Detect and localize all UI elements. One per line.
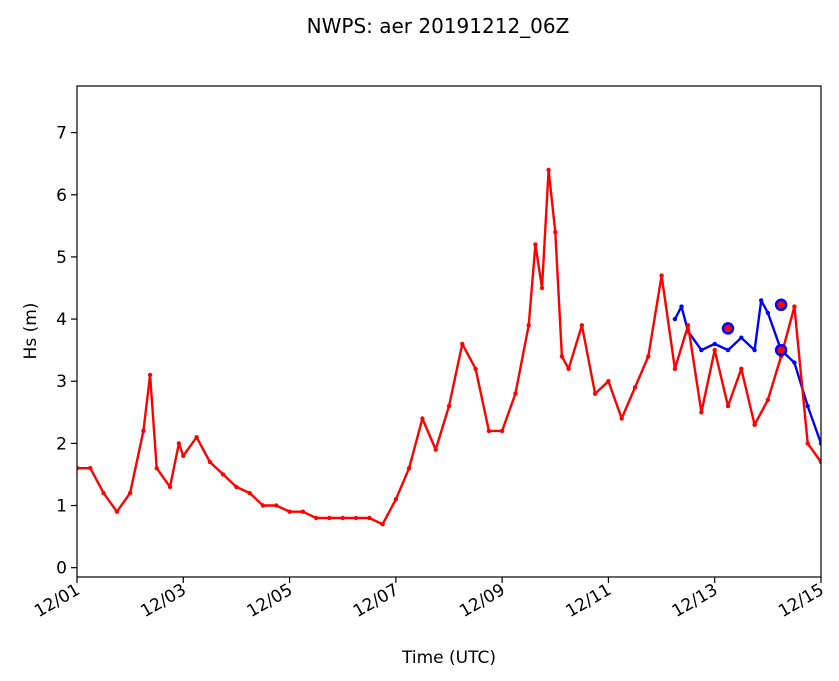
data-point xyxy=(685,323,691,328)
data-point xyxy=(546,167,551,173)
y-tick-label: 4 xyxy=(56,310,67,330)
x-tick-label: 12/01 xyxy=(31,580,83,622)
data-point xyxy=(805,403,810,409)
data-point xyxy=(592,391,598,396)
data-point xyxy=(114,509,120,514)
data-point xyxy=(393,497,399,502)
data-point xyxy=(765,310,771,316)
data-point xyxy=(765,397,771,403)
data-point xyxy=(672,366,678,371)
x-tick-label: 12/09 xyxy=(456,580,508,622)
data-point xyxy=(579,323,585,328)
data-point xyxy=(712,341,717,347)
data-point xyxy=(526,323,531,328)
data-point xyxy=(460,341,465,347)
data-point xyxy=(499,428,505,434)
data-point xyxy=(566,366,571,371)
x-tick-label: 12/07 xyxy=(350,580,402,622)
data-point xyxy=(759,298,764,303)
y-tick-label: 7 xyxy=(56,124,67,144)
chart-title: NWPS: aer 20191212_06Z xyxy=(307,14,570,38)
data-point xyxy=(207,459,213,465)
data-point xyxy=(300,509,306,514)
data-point xyxy=(539,285,545,291)
data-point xyxy=(712,347,717,353)
x-tick-label: 12/11 xyxy=(562,580,614,622)
data-point xyxy=(619,416,624,421)
data-point xyxy=(632,385,638,390)
data-point xyxy=(88,466,93,471)
data-point xyxy=(559,354,565,359)
data-point xyxy=(327,515,332,521)
data-point xyxy=(380,522,385,527)
data-point xyxy=(752,422,757,427)
data-point xyxy=(739,366,744,371)
data-point xyxy=(553,229,558,235)
data-point xyxy=(725,347,731,353)
x-axis: 12/01 12/03 12/05 12/07 12/09 12/11 12/13 12/15 xyxy=(31,577,828,622)
data-point xyxy=(699,410,704,415)
data-point xyxy=(792,360,797,365)
data-point xyxy=(420,416,425,421)
y-axis: 0 1 2 3 4 5 6 7 xyxy=(56,124,77,579)
x-tick-label: 12/03 xyxy=(137,580,189,622)
data-point xyxy=(446,403,452,409)
data-point xyxy=(101,490,106,496)
data-point xyxy=(234,484,239,490)
data-point xyxy=(679,304,684,309)
data-point xyxy=(313,515,319,521)
y-axis-label: Hs (m) xyxy=(21,303,41,360)
data-point xyxy=(340,515,345,521)
data-point xyxy=(194,435,199,440)
x-tick-label: 12/13 xyxy=(669,580,721,622)
data-point xyxy=(287,509,292,514)
data-point xyxy=(353,515,359,521)
data-point xyxy=(659,273,664,278)
highlight-marker xyxy=(774,343,788,357)
data-point xyxy=(433,447,438,452)
data-point xyxy=(792,304,797,309)
data-point xyxy=(260,503,266,508)
data-point xyxy=(725,403,731,409)
x-tick-label: 12/05 xyxy=(244,580,296,622)
highlight-marker xyxy=(721,322,735,335)
data-point xyxy=(247,490,252,496)
x-tick-label: 12/15 xyxy=(775,580,827,622)
data-point xyxy=(672,316,678,322)
data-point xyxy=(486,428,492,434)
data-point xyxy=(752,347,757,353)
highlight-marker xyxy=(774,298,788,312)
y-tick-label: 1 xyxy=(56,497,67,517)
data-point xyxy=(473,366,478,371)
data-point xyxy=(739,335,744,340)
y-tick-label: 6 xyxy=(56,186,67,206)
data-point xyxy=(533,242,538,247)
data-point xyxy=(147,372,153,378)
data-point xyxy=(805,441,810,446)
data-point xyxy=(141,428,146,434)
data-point xyxy=(176,441,182,446)
y-tick-label: 2 xyxy=(56,434,67,454)
data-point xyxy=(274,503,279,508)
data-point xyxy=(699,347,704,353)
data-point xyxy=(167,484,173,490)
y-tick-label: 0 xyxy=(56,559,67,579)
data-point xyxy=(154,466,159,471)
data-point xyxy=(220,472,226,477)
plot-frame xyxy=(76,85,822,578)
data-point xyxy=(513,391,518,396)
x-axis-label: Time (UTC) xyxy=(401,648,496,668)
data-point xyxy=(367,515,372,521)
data-point xyxy=(181,453,186,458)
series-line-1 xyxy=(673,299,821,444)
data-point xyxy=(606,379,611,384)
data-point xyxy=(646,354,651,359)
data-point xyxy=(127,490,133,496)
y-tick-label: 5 xyxy=(56,248,67,268)
series-line-0 xyxy=(77,168,821,526)
y-tick-label: 3 xyxy=(56,372,67,392)
data-point xyxy=(406,466,412,471)
